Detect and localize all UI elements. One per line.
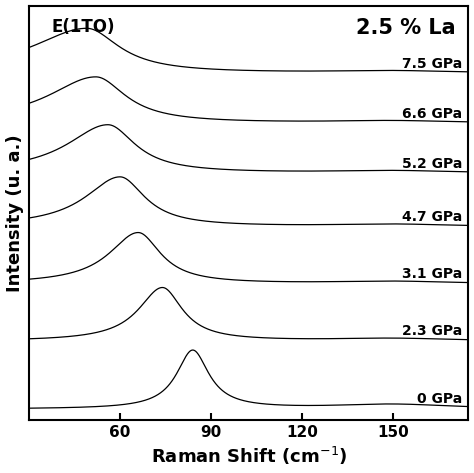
Text: 7.5 GPa: 7.5 GPa [402, 57, 462, 70]
X-axis label: Raman Shift (cm$^{-1}$): Raman Shift (cm$^{-1}$) [151, 446, 347, 467]
Text: 5.2 GPa: 5.2 GPa [402, 157, 462, 171]
Text: 6.6 GPa: 6.6 GPa [402, 106, 462, 121]
Text: 2.5 % La: 2.5 % La [356, 18, 455, 38]
Text: 4.7 GPa: 4.7 GPa [402, 210, 462, 224]
Text: E(1TO): E(1TO) [51, 18, 115, 36]
Y-axis label: Intensity (u. a.): Intensity (u. a.) [6, 134, 24, 291]
Text: 3.1 GPa: 3.1 GPa [402, 267, 462, 281]
Text: 0 GPa: 0 GPa [417, 393, 462, 406]
Text: 2.3 GPa: 2.3 GPa [402, 324, 462, 339]
